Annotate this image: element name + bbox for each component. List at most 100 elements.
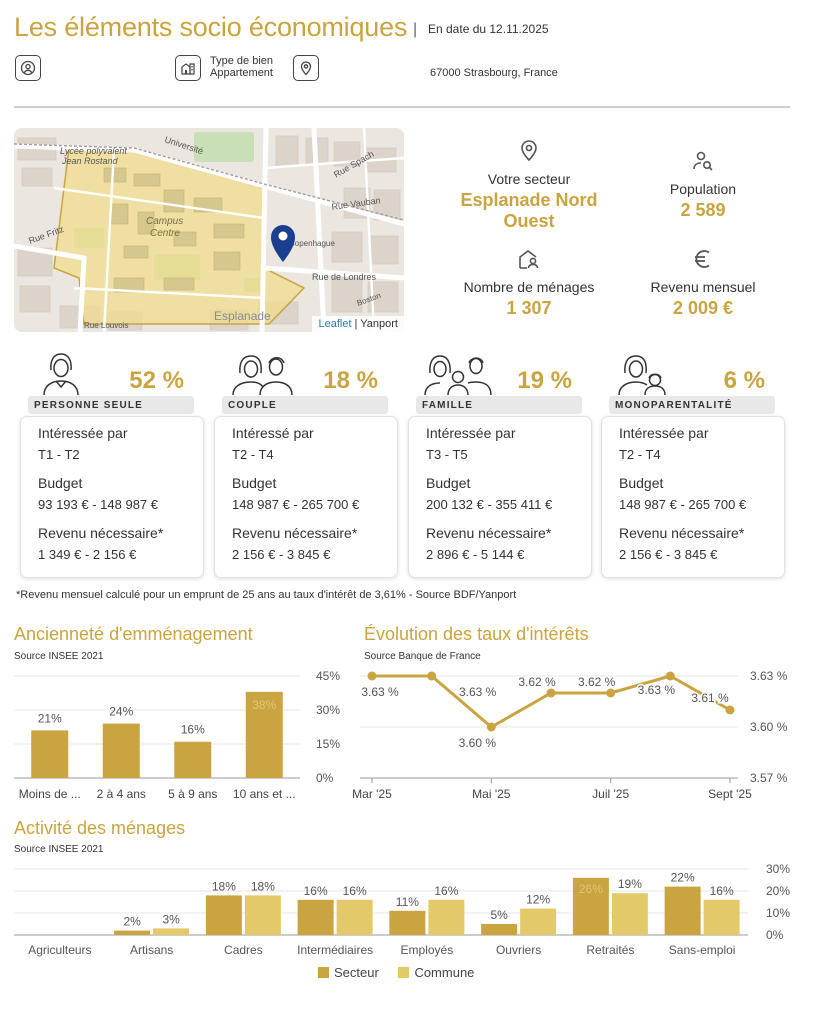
bar-commune[interactable] [520, 908, 557, 935]
bar-value-label: 3% [162, 912, 180, 926]
line-point[interactable] [606, 688, 616, 698]
attribution-source: Yanport [360, 318, 398, 330]
bar-value-label: 38% [252, 698, 276, 712]
bar-commune[interactable] [244, 895, 281, 935]
family-icon [424, 355, 492, 396]
sector-map[interactable]: Lycée polyvalent Jean Rostand Campus Cen… [14, 128, 404, 332]
household-card: Intéressé par T2 - T4 Budget 148 987 € -… [214, 416, 398, 578]
line-point[interactable] [725, 705, 735, 715]
card-heading-budget: Budget [619, 475, 664, 491]
euro-icon [695, 250, 710, 268]
bar-secteur[interactable] [389, 910, 426, 935]
legend-swatch-commune [398, 967, 410, 978]
bar-secteur[interactable] [664, 886, 701, 935]
point-value-label: 3.61 % [691, 691, 729, 705]
map-label-rue-louvois: Rue Louvois [84, 321, 128, 330]
stat-sector-label: Votre secteur [487, 171, 571, 187]
bar[interactable] [31, 730, 69, 778]
chart-seniority: 0% 15% 30% 45% 21% Moins de ... 24% 2 à 4 ans 16… [14, 669, 340, 801]
map-label-lycee-2: Jean Rostand [61, 156, 119, 166]
point-value-label: 3.62 % [518, 675, 556, 689]
footnote: *Revenu mensuel calculé pour un emprunt … [16, 589, 517, 601]
title-separator: | [413, 21, 418, 38]
bar-commune[interactable] [703, 899, 740, 935]
bar[interactable] [174, 741, 212, 778]
household-pct: 6 % [723, 367, 765, 394]
map-tiles: Lycée polyvalent Jean Rostand Campus Cen… [14, 128, 404, 332]
stat-sector-value-2: Ouest [503, 211, 555, 231]
y-tick-label: 45% [316, 669, 340, 683]
bar-secteur[interactable] [205, 895, 242, 935]
bar-secteur[interactable] [297, 899, 334, 935]
bar-secteur[interactable] [572, 877, 609, 935]
y-tick-label: 0% [316, 771, 334, 785]
bar-commune[interactable] [428, 899, 465, 935]
bar-commune[interactable] [336, 899, 373, 935]
x-tick-label: Mar '25 [352, 787, 392, 801]
x-tick-label: Mai '25 [472, 787, 511, 801]
bar[interactable] [245, 691, 283, 778]
building-icon [175, 55, 201, 81]
map-label-lycee: Lycée polyvalent [60, 146, 127, 156]
map-label-campus-2: Centre [150, 228, 180, 239]
card-value-budget: 148 987 € - 265 700 € [232, 497, 360, 512]
bar-commune[interactable] [153, 928, 190, 935]
bar-value-label: 12% [526, 893, 550, 907]
x-tick-label: Moins de ... [19, 787, 81, 801]
card-heading-interest: Intéressée par [426, 425, 516, 441]
user-search-icon [693, 151, 713, 171]
chart-activity: 0% 10% 20% 30% Agriculteurs 2% 3% Artisans 18% 18… [14, 862, 790, 957]
map-label-rue-londres: Rue de Londres [312, 272, 377, 282]
stat-sector: Votre secteur Esplanade Nord Ouest [439, 138, 619, 232]
household-type-name: COUPLE [222, 396, 388, 414]
bar-value-label: 18% [212, 879, 236, 893]
y-tick-label: 10% [766, 906, 790, 920]
household-type-name: FAMILLE [416, 396, 582, 414]
user-icon [15, 55, 41, 81]
y-tick-label: 0% [766, 928, 784, 942]
line-point[interactable] [546, 688, 556, 698]
line-point[interactable] [665, 671, 675, 681]
card-value-income: 2 156 € - 3 845 € [232, 547, 331, 562]
home-user-icon [519, 250, 539, 269]
x-tick-label: Employés [401, 943, 454, 957]
household-pct: 52 % [129, 367, 184, 394]
household-card: Intéressée par T2 - T4 Budget 148 987 € … [601, 416, 785, 578]
bar[interactable] [102, 723, 140, 778]
line-point[interactable] [367, 671, 377, 681]
stat-income-label: Revenu mensuel [650, 279, 756, 295]
y-tick-label: 30% [766, 862, 790, 876]
x-tick-label: 2 à 4 ans [97, 787, 146, 801]
y-tick-label: 3.63 % [750, 669, 788, 683]
line-point[interactable] [486, 722, 496, 732]
leaflet-link[interactable]: Leaflet [318, 318, 352, 330]
map-label-copenhague: Copenhague [289, 239, 335, 248]
y-tick-label: 15% [316, 737, 340, 751]
card-heading-income: Revenu nécessaire* [619, 525, 745, 541]
card-value-income: 1 349 € - 2 156 € [38, 547, 137, 562]
map-marker-icon[interactable] [271, 225, 295, 262]
bar-secteur[interactable] [114, 930, 151, 935]
bar-value-label: 11% [396, 895, 419, 909]
household-card: Intéressée par T1 - T2 Budget 93 193 € -… [20, 416, 204, 578]
household-type-name: PERSONNE SEULE [28, 396, 194, 414]
map-attribution: Leaflet | Yanport [312, 316, 404, 332]
bar-value-label: 18% [251, 879, 275, 893]
x-tick-label: Cadres [224, 943, 263, 957]
page-title: Les éléments socio économiques [14, 12, 408, 42]
household-card: Intéressée par T3 - T5 Budget 200 132 € … [408, 416, 592, 578]
chart-seniority-title: Ancienneté d'emménagement [14, 624, 253, 644]
chart-activity-title: Activité des ménages [14, 818, 186, 838]
map-label-esplanade: Esplanade [214, 309, 271, 323]
bar-commune[interactable] [611, 893, 648, 935]
chart-activity-legend: Secteur Commune [318, 965, 474, 980]
bar-secteur[interactable] [481, 924, 518, 935]
card-heading-interest: Intéressée par [619, 425, 709, 441]
card-heading-income: Revenu nécessaire* [426, 525, 552, 541]
household-type-name: MONOPARENTALITÉ [609, 396, 775, 414]
line-point[interactable] [427, 671, 437, 681]
card-value-budget: 148 987 € - 265 700 € [619, 497, 747, 512]
bar-value-label: 26% [579, 882, 603, 896]
person-icon [43, 353, 79, 396]
bar-value-label: 16% [304, 884, 328, 898]
